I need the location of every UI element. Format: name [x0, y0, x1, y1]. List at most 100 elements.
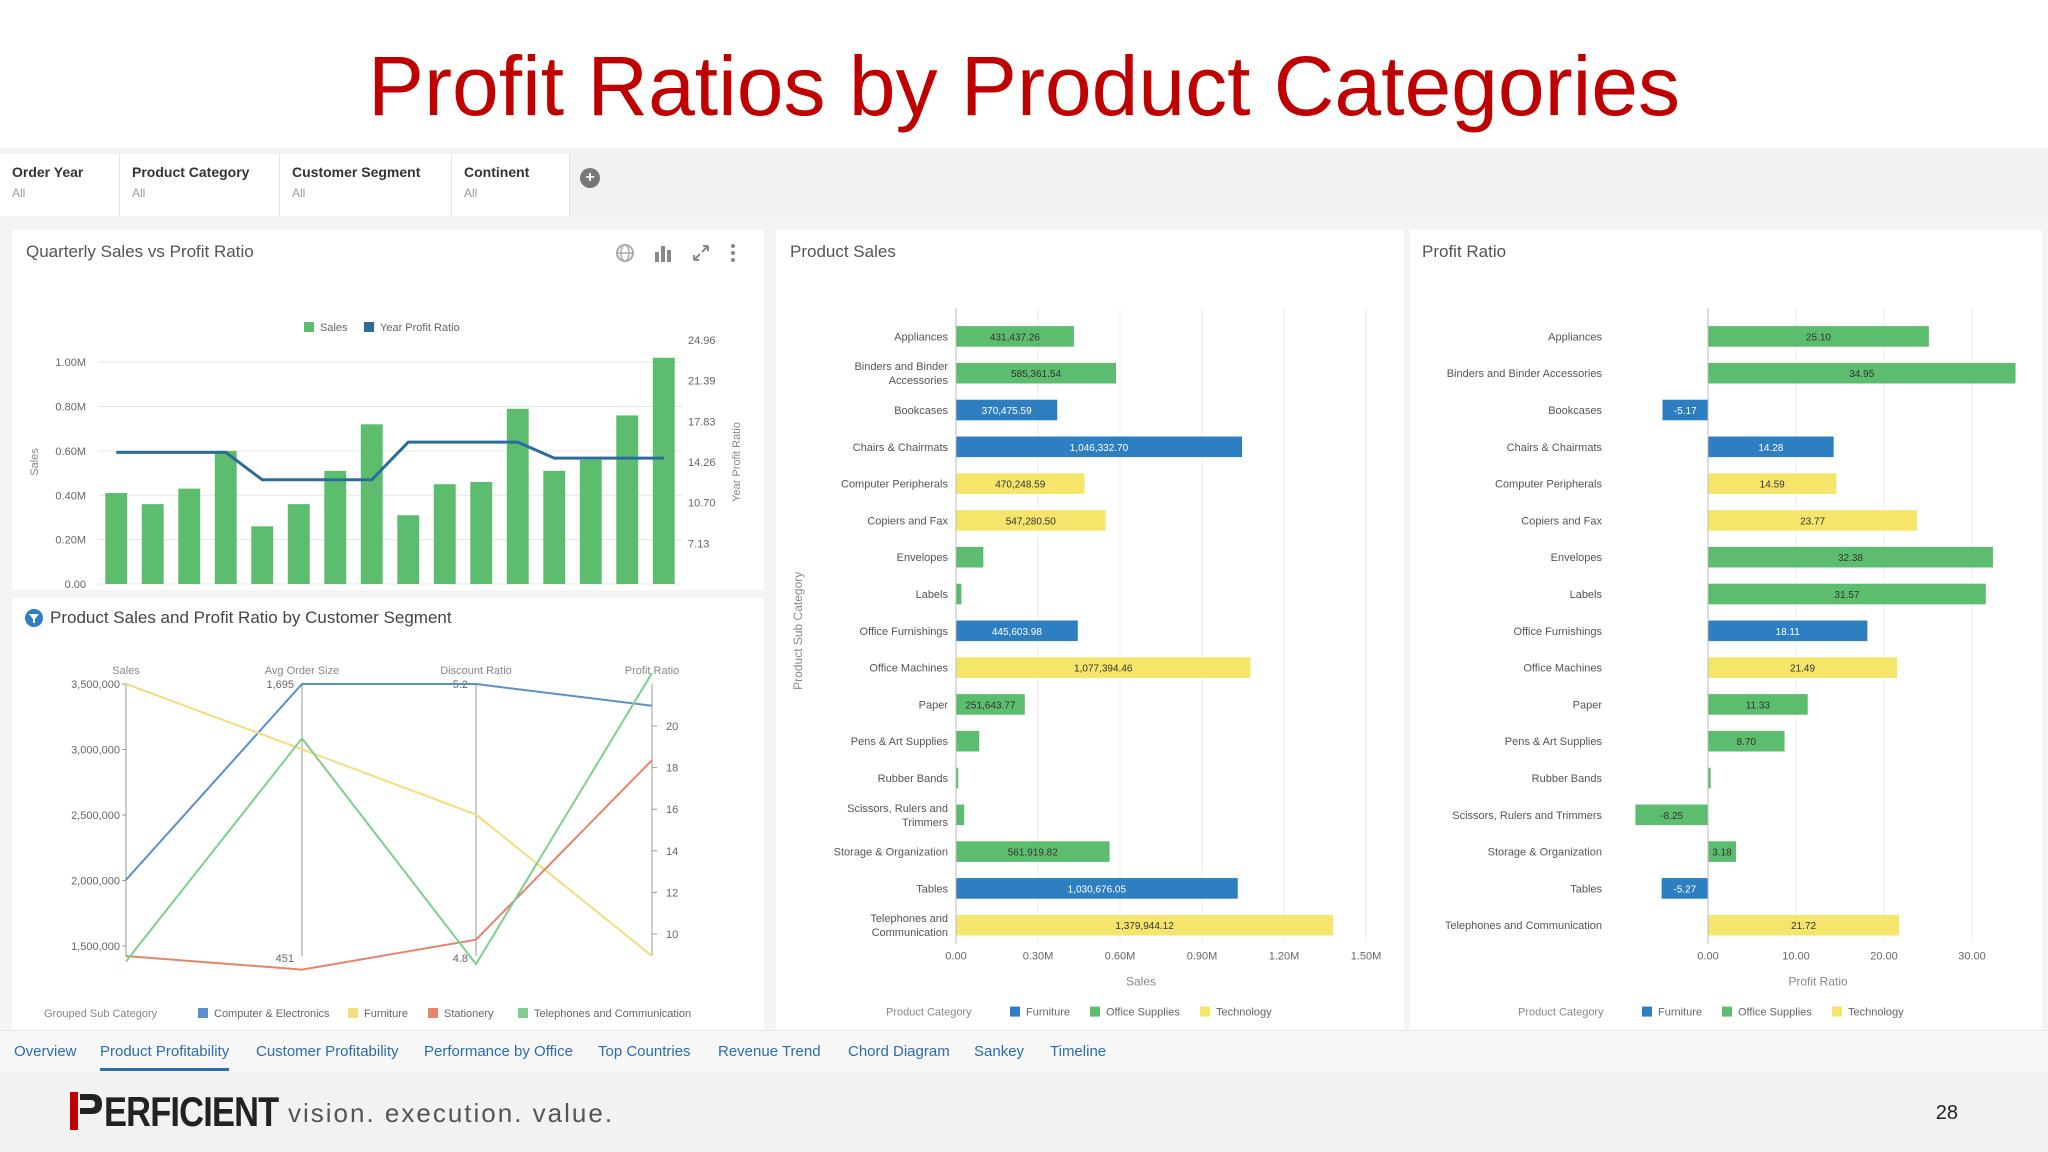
bar-data-label: 470,248.59	[995, 480, 1045, 491]
filter-product-category[interactable]: Product Category All	[120, 154, 280, 216]
tab-performance-by-office[interactable]: Performance by Office	[424, 1043, 573, 1060]
category-label: Computer Peripherals	[1495, 479, 1602, 491]
filter-bar: Order Year All Product Category All Cust…	[0, 148, 2048, 219]
page-number: 28	[1935, 1102, 1958, 1124]
tab-product-profitability[interactable]: Product Profitability	[100, 1043, 230, 1071]
y-tick-label: 0.00	[65, 579, 86, 590]
x-tick-label: 0.30M	[1023, 951, 1054, 963]
category-label: Appliances	[894, 331, 948, 343]
quarterly-chart: Sales Year Profit Ratio 0.00 0.20M 0.40M 0.60…	[29, 322, 743, 590]
category-label: Storage & Organization	[1488, 847, 1602, 859]
sales-bar	[616, 415, 639, 584]
profit-tick-label: 16	[666, 804, 678, 816]
category-label: Paper	[1573, 699, 1603, 711]
y-axis-label: Sales	[29, 448, 41, 476]
filter-customer-segment[interactable]: Customer Segment All	[280, 154, 452, 216]
axis-min-label: 4.8	[453, 953, 468, 965]
bar-data-label: 21.72	[1791, 921, 1816, 932]
category-label: Office Machines	[1523, 663, 1602, 675]
profit-tick-label: 18	[666, 763, 678, 775]
bar	[956, 804, 965, 826]
profit-tick-label: 10	[666, 929, 678, 941]
bar-data-label: 14.59	[1760, 480, 1785, 491]
quarterly-title: Quarterly Sales vs Profit Ratio	[26, 242, 254, 261]
dashboard-canvas: Quarterly Sales vs Profit Ratio Sales Yea…	[0, 218, 2048, 1043]
bar	[956, 510, 1106, 531]
tab-top-countries[interactable]: Top Countries	[598, 1043, 691, 1060]
globe-icon[interactable]	[614, 242, 636, 264]
legend-swatch	[1722, 1006, 1732, 1017]
legend-swatch-ratio	[364, 322, 374, 332]
bar	[956, 914, 1334, 936]
axis-title: Profit Ratio	[625, 665, 679, 677]
tab-chord-diagram[interactable]: Chord Diagram	[848, 1043, 950, 1060]
category-label: Storage & Organization	[834, 847, 948, 859]
legend-title: Grouped Sub Category	[44, 1008, 158, 1020]
bar	[1708, 510, 1918, 531]
bar	[956, 841, 1110, 862]
bar-data-label: 21.49	[1790, 664, 1815, 675]
bar	[1708, 730, 1785, 752]
y-tick-label: 0.40M	[55, 490, 86, 502]
filter-label: Product Category	[132, 164, 250, 180]
tab-sankey[interactable]: Sankey	[974, 1043, 1025, 1060]
tab-revenue-trend[interactable]: Revenue Trend	[718, 1043, 821, 1060]
bar	[956, 362, 1116, 384]
legend-label: Telephones and Communication	[534, 1008, 691, 1020]
category-label: Bookcases	[1548, 405, 1602, 417]
add-filter-icon[interactable]: +	[580, 168, 600, 188]
bar-data-label: -5.17	[1674, 406, 1697, 417]
brand-name: ERFICIENT	[104, 1088, 279, 1135]
sales-bar	[287, 504, 310, 584]
bar-data-label: 370,475.59	[982, 406, 1032, 417]
category-label: Trimmers	[902, 817, 949, 829]
bar-data-label: 8.70	[1737, 737, 1757, 748]
axis-title: Avg Order Size	[265, 665, 339, 677]
segment-title: Product Sales and Profit Ratio by Custom…	[50, 608, 452, 627]
bar-data-label: 23.77	[1800, 516, 1825, 527]
bar	[956, 730, 980, 752]
bar-data-label: 14.28	[1758, 443, 1783, 454]
product-sales-title: Product Sales	[790, 242, 896, 261]
filter-order-year[interactable]: Order Year All	[0, 154, 120, 216]
bar-data-label: 32.38	[1838, 553, 1863, 564]
tab-timeline[interactable]: Timeline	[1050, 1043, 1107, 1060]
tab-overview[interactable]: Overview	[14, 1043, 77, 1060]
sales-bar	[506, 408, 529, 584]
x-tick-label: 1.50M	[1351, 951, 1382, 963]
bar	[956, 767, 959, 789]
bar	[956, 436, 1242, 458]
product-sales-panel: Product Sales 0.00 0.30M 0.60M 0.90M 1.20M 1.…	[776, 230, 1404, 1038]
segment-line	[125, 672, 653, 966]
category-label: Chairs & Chairmats	[853, 442, 949, 454]
bar-data-label: 18.11	[1776, 627, 1801, 638]
product-sales-chart: 0.00 0.30M 0.60M 0.90M 1.20M 1.50M Sales Applia…	[791, 308, 1382, 1019]
more-icon[interactable]	[722, 242, 744, 264]
category-label: Tables	[1570, 883, 1602, 895]
axis-title: Sales	[112, 665, 140, 677]
sales-bar	[579, 459, 602, 584]
category-label: Scissors, Rulers and	[847, 803, 948, 815]
legend-swatch-sales	[304, 322, 314, 332]
bar	[1708, 436, 1834, 458]
bar-data-label: 547,280.50	[1006, 516, 1056, 527]
expand-icon[interactable]	[690, 242, 712, 264]
bar-chart-icon[interactable]	[652, 242, 674, 264]
sales-bar	[433, 484, 456, 584]
bar-data-label: 1,379,944.12	[1115, 921, 1174, 932]
tab-customer-profitability[interactable]: Customer Profitability	[256, 1043, 399, 1060]
legend-label: Furniture	[1658, 1007, 1702, 1019]
profit-tick-label: 14	[666, 846, 678, 858]
y2-tick-label: 10.70	[688, 498, 716, 510]
filter-continent[interactable]: Continent All	[452, 154, 570, 216]
legend-swatch	[1642, 1006, 1652, 1017]
sales-bar	[251, 526, 274, 584]
category-label: Rubber Bands	[1532, 773, 1603, 785]
category-label: Rubber Bands	[878, 773, 949, 785]
legend-title: Product Category	[886, 1007, 972, 1019]
category-label: Scissors, Rulers and Trimmers	[1452, 810, 1602, 822]
filter-icon[interactable]	[24, 608, 44, 628]
category-label: Binders and Binder	[854, 361, 948, 373]
x-tick-label: 30.00	[1958, 951, 1986, 963]
category-label: Copiers and Fax	[1521, 515, 1602, 527]
